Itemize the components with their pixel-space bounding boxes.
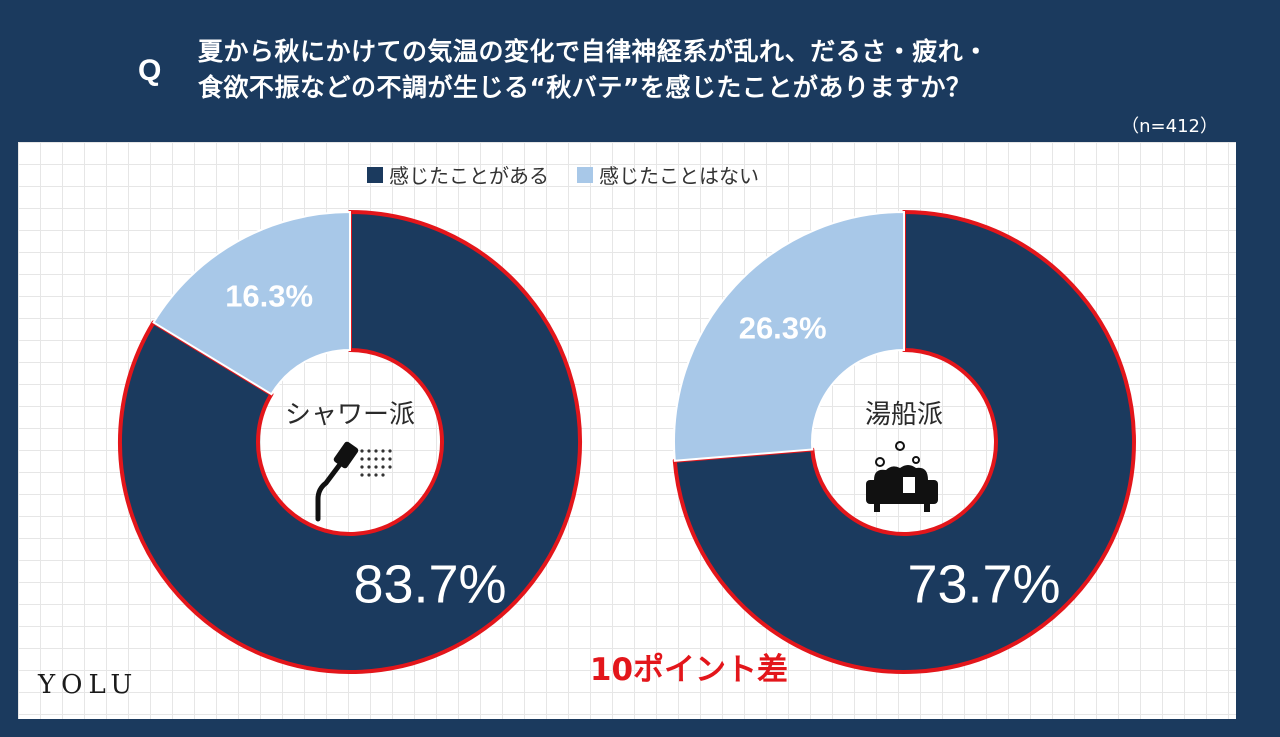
question-line-1: 夏から秋にかけての気温の変化で自律神経系が乱れ、だるさ・疲れ・ bbox=[198, 37, 989, 66]
legend-item-no: 感じたことはない bbox=[577, 160, 759, 189]
question-header: Q 夏から秋にかけての気温の変化で自律神経系が乱れ、だるさ・疲れ・ 食欲不振など… bbox=[0, 0, 1280, 140]
donut-0-slice-1 bbox=[152, 210, 351, 396]
donut-1-label-0: 73.7% bbox=[907, 554, 1060, 614]
legend-item-yes: 感じたことがある bbox=[367, 160, 549, 189]
donut-0-label-1: 16.3% bbox=[225, 278, 313, 313]
bathtub-icon bbox=[866, 441, 938, 512]
legend: 感じたことがある 感じたことはない bbox=[18, 160, 1236, 189]
shower-group-label: シャワー派 bbox=[284, 400, 415, 430]
question-mark: Q bbox=[138, 54, 162, 87]
sample-size: （n=412） bbox=[1121, 116, 1218, 137]
shower-icon bbox=[315, 441, 392, 522]
question-line-2: 食欲不振などの不調が生じる“秋バテ”を感じたことがありますか？ bbox=[198, 73, 972, 102]
bath-group-label: 湯船派 bbox=[864, 400, 943, 430]
brand-logo: YOLU bbox=[38, 670, 139, 700]
legend-swatch-yes bbox=[367, 166, 383, 183]
donut-charts: 83.7% 16.3% 73.7% 26.3% bbox=[118, 210, 1136, 674]
legend-label-no: 感じたことはない bbox=[599, 164, 759, 188]
difference-annotation: 10ポイント差 bbox=[589, 652, 789, 688]
donut-1-highlight-outline bbox=[672, 210, 1136, 674]
donut-1-label-1: 26.3% bbox=[739, 310, 827, 345]
donut-0-label-0: 83.7% bbox=[353, 554, 506, 614]
question-text: 夏から秋にかけての気温の変化で自律神経系が乱れ、だるさ・疲れ・ 食欲不振などの不… bbox=[198, 34, 1198, 106]
donut-0-highlight-outline bbox=[118, 210, 582, 674]
chart-panel: 感じたことがある 感じたことはない 83.7% 16.3% 73.7% 26.3% シ… bbox=[18, 142, 1236, 719]
legend-swatch-no bbox=[577, 166, 593, 183]
legend-label-yes: 感じたことがある bbox=[389, 164, 549, 188]
donut-1-slice-1 bbox=[673, 210, 905, 462]
